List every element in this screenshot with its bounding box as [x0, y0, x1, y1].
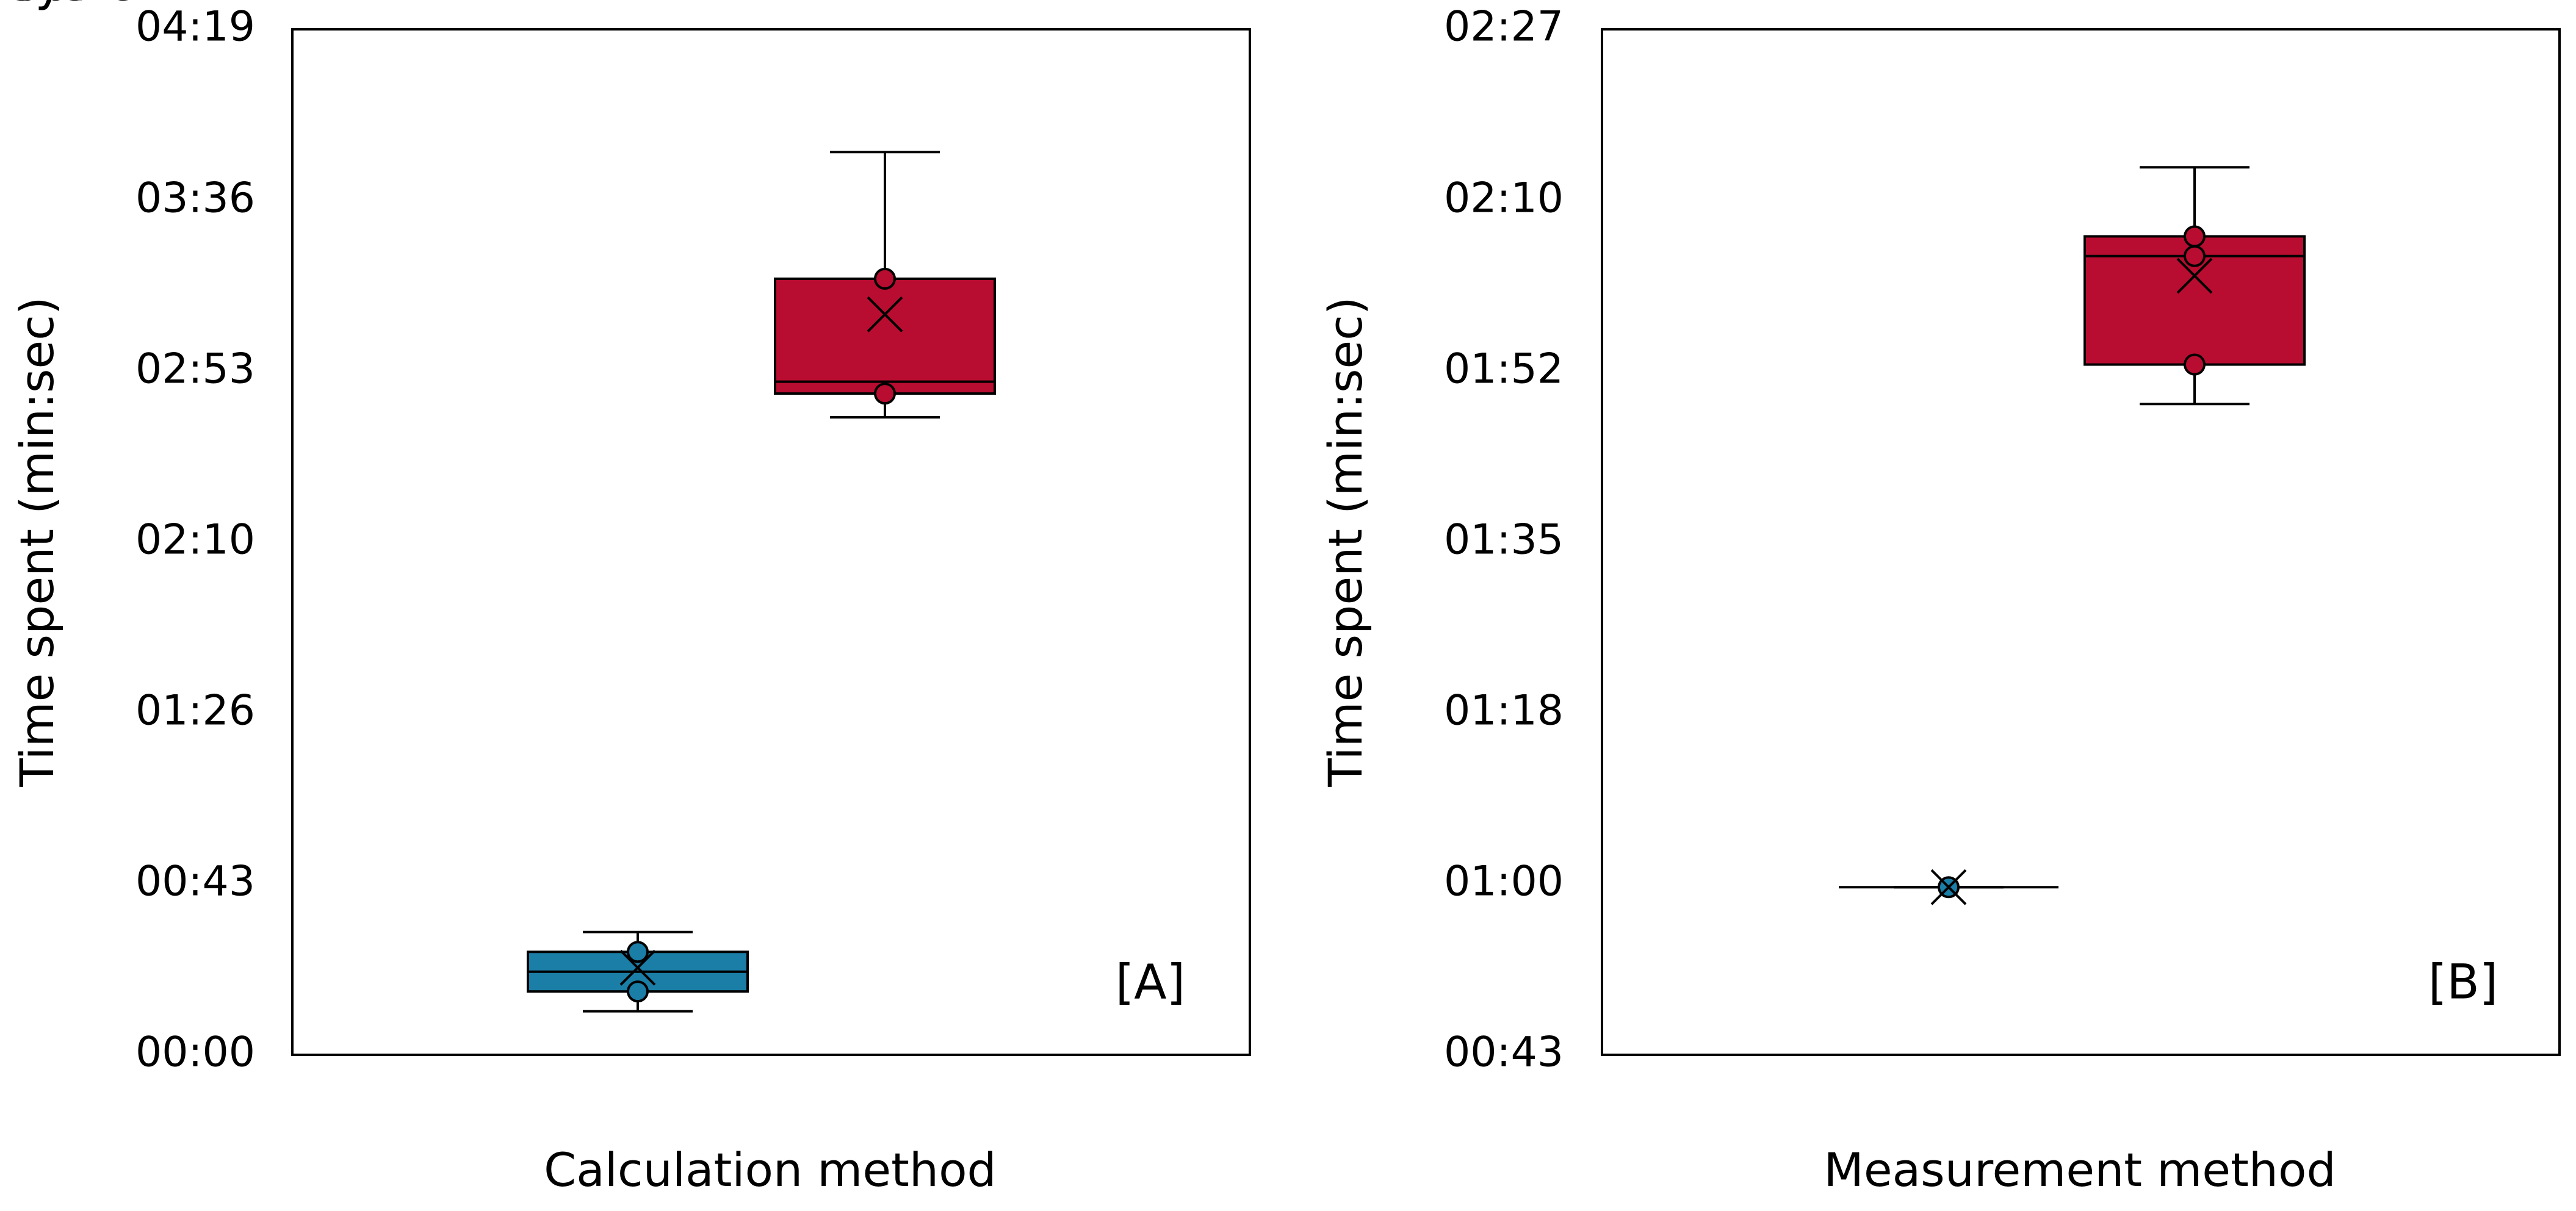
series-label: Manual: [0, 0, 87, 12]
data-point: [874, 383, 896, 405]
panel-label: [A]: [1116, 955, 1185, 1010]
y-tick-label: 01:52: [1444, 345, 1564, 393]
data-points: [627, 941, 649, 1003]
y-tick-label: 02:10: [1444, 174, 1564, 223]
data-point: [627, 980, 649, 1003]
data-points: [2184, 225, 2206, 376]
plot-area-border: [1601, 28, 2561, 1056]
y-axis-title: Time spent (min:sec): [1318, 296, 1373, 787]
y-tick-labels: 00:43 01:00 01:18 01:35 01:52 02:10 02:2…: [1444, 3, 1564, 1077]
y-tick-label: 01:00: [1444, 858, 1564, 906]
x-axis-title: Measurement method: [1824, 1143, 2336, 1197]
mean-marker: [867, 296, 903, 332]
y-tick-label: 00:43: [135, 858, 255, 906]
y-tick-label: 01:26: [135, 687, 255, 735]
box-iqr: [774, 277, 996, 395]
box-robotic-system: Robotic system: [0, 0, 2058, 905]
y-tick-label: 00:00: [135, 1029, 255, 1077]
x-axis-title: Calculation method: [544, 1143, 997, 1197]
data-point: [2184, 225, 2206, 248]
data-point: [2184, 245, 2206, 267]
box-manual: Manual: [0, 0, 996, 419]
y-tick-label: 04:19: [135, 3, 255, 51]
plot-area-border: [291, 28, 1251, 1056]
y-tick-label: 03:36: [135, 174, 255, 223]
y-tick-label: 02:10: [135, 516, 255, 564]
mean-marker: [2176, 257, 2213, 294]
data-point: [874, 267, 896, 290]
panel-label: [B]: [2428, 955, 2498, 1010]
box-manual: Manual: [0, 0, 2306, 406]
series-label: Robotic system: [0, 0, 182, 12]
y-tick-label: 01:18: [1444, 687, 1564, 735]
series-label: Robotic system: [0, 0, 182, 12]
y-tick-label: 02:53: [135, 345, 255, 393]
data-point: [2184, 353, 2206, 376]
y-tick-label: 00:43: [1444, 1029, 1564, 1077]
y-tick-label: 01:35: [1444, 516, 1564, 564]
mean-marker: [619, 949, 656, 986]
chart-panel-a: 00:00 00:43 01:26 02:10 02:53 03:36 04:1…: [0, 0, 1251, 1197]
data-points: [874, 267, 896, 405]
y-tick-label: 02:27: [1444, 3, 1564, 51]
y-tick-labels: 00:00 00:43 01:26 02:10 02:53 03:36 04:1…: [135, 3, 255, 1077]
mean-marker: [1930, 869, 1967, 905]
y-axis-title: Time spent (min:sec): [10, 296, 64, 787]
data-point: [627, 941, 649, 963]
series-label: Manual: [0, 0, 87, 12]
box-robotic-system: Robotic system: [0, 0, 749, 1013]
